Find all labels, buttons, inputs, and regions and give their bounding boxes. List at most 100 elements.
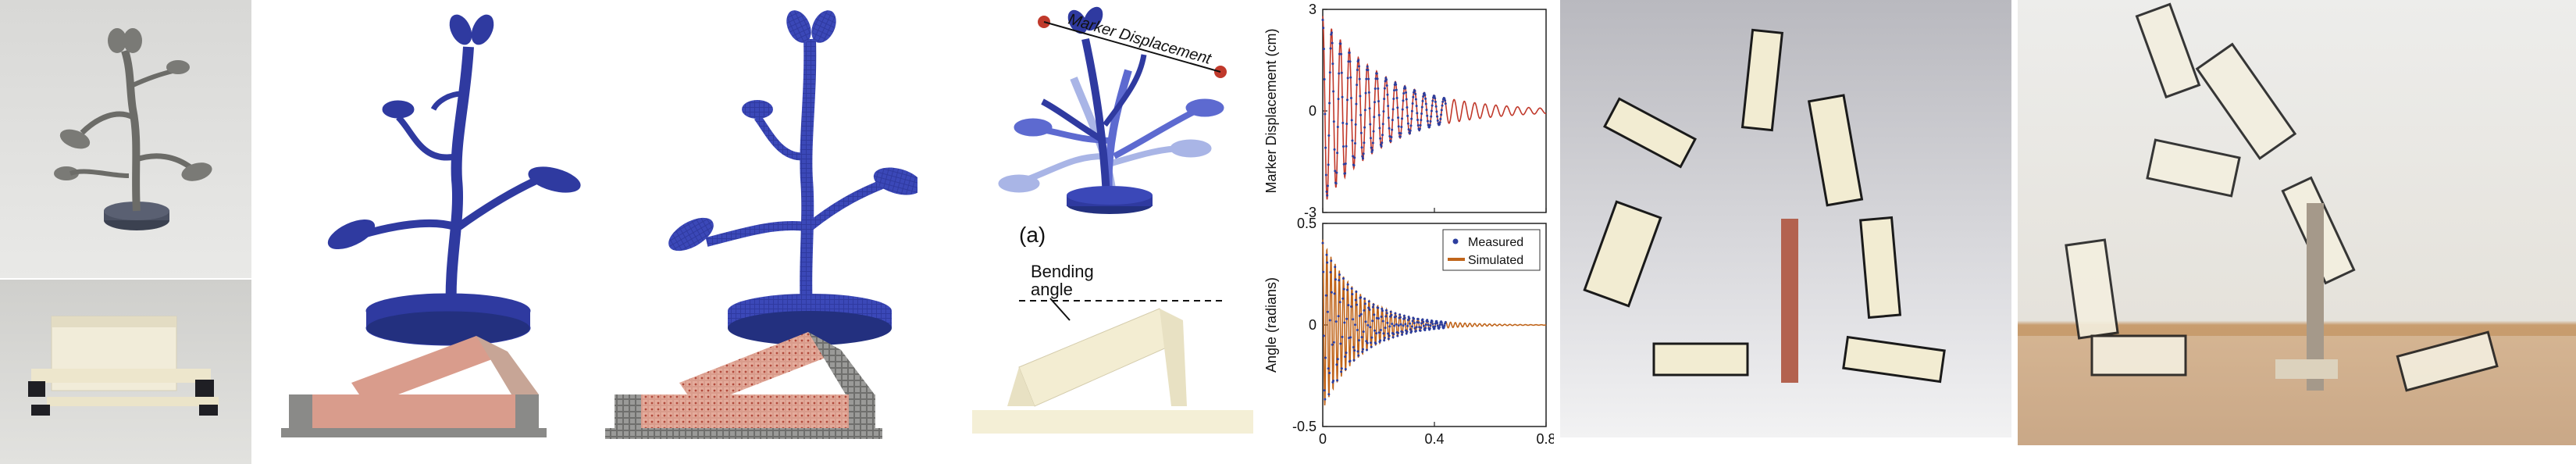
- measured-point: [1395, 83, 1398, 86]
- measured-point: [1345, 352, 1348, 355]
- measured-point: [1388, 127, 1391, 130]
- measured-point: [1357, 339, 1360, 342]
- measured-point: [1381, 123, 1384, 126]
- photo-falling-mechanisms: [2018, 0, 2576, 445]
- measured-point: [1402, 99, 1405, 102]
- measured-point: [1443, 324, 1446, 327]
- measured-point: [1331, 41, 1334, 45]
- measured-point: [1429, 324, 1432, 327]
- measured-point: [1332, 90, 1335, 93]
- measured-point: [1332, 341, 1335, 344]
- measured-point: [1350, 287, 1353, 290]
- measured-point: [1441, 100, 1445, 103]
- measured-point: [1430, 115, 1433, 118]
- ytick-label-0-0: 3: [1309, 2, 1317, 17]
- measured-point: [1324, 398, 1327, 401]
- measured-point: [1339, 42, 1342, 45]
- measured-point: [1398, 313, 1402, 316]
- panel-label-a: (a): [1019, 223, 1046, 247]
- plant-photo: [54, 28, 212, 230]
- measured-point: [1373, 116, 1376, 119]
- measured-point: [1398, 131, 1401, 134]
- measured-point: [1330, 291, 1333, 294]
- measured-point: [1359, 296, 1363, 299]
- measured-point: [1349, 336, 1352, 339]
- measured-point: [1377, 317, 1380, 320]
- measured-point: [1384, 315, 1388, 318]
- measured-point: [1375, 332, 1378, 335]
- measured-point: [1352, 318, 1355, 321]
- measured-point: [1348, 52, 1351, 55]
- measured-point: [1388, 334, 1391, 337]
- measured-point: [1370, 336, 1374, 339]
- measured-point: [1409, 131, 1412, 134]
- measured-point: [1367, 91, 1370, 94]
- render-falling-mechanisms: [1560, 0, 2011, 437]
- measured-point: [1434, 325, 1437, 328]
- photo-mechanism-items: [2065, 2, 2499, 392]
- measured-point: [1391, 336, 1395, 339]
- measured-point: [1383, 87, 1386, 90]
- ytick-label-1-2: -0.5: [1292, 419, 1317, 434]
- measured-point: [1372, 130, 1375, 133]
- ytick-label-0-2: -3: [1304, 205, 1317, 220]
- measured-point: [1322, 334, 1325, 337]
- measured-point: [1431, 104, 1434, 107]
- measured-point: [1332, 120, 1335, 123]
- measured-point: [1327, 163, 1330, 166]
- measured-point: [1369, 326, 1372, 329]
- legend-box: [1442, 229, 1541, 271]
- measured-point: [1438, 326, 1441, 329]
- measured-point: [1403, 316, 1406, 319]
- measured-point: [1398, 316, 1402, 319]
- wood-pillar: [2307, 203, 2324, 391]
- measured-point: [1422, 95, 1425, 98]
- measured-point: [1402, 91, 1406, 95]
- measured-point: [1324, 146, 1327, 149]
- measured-point: [1413, 317, 1416, 320]
- measured-point: [1344, 162, 1347, 166]
- measured-point: [1421, 99, 1424, 102]
- measured-point: [1375, 72, 1378, 75]
- measured-point: [1324, 173, 1327, 177]
- measured-point: [1410, 117, 1413, 120]
- measured-point: [1398, 135, 1402, 138]
- measured-point: [1340, 52, 1343, 55]
- measured-point: [1363, 302, 1366, 305]
- measured-point: [1328, 71, 1331, 74]
- measured-point: [1366, 323, 1370, 327]
- measured-point: [1397, 324, 1400, 327]
- measured-point: [1361, 350, 1364, 353]
- xtick-label-1-2: 0.8: [1536, 431, 1554, 447]
- measured-point: [1352, 346, 1355, 349]
- measured-point: [1414, 98, 1417, 101]
- measured-point: [1411, 102, 1414, 105]
- measured-point: [1364, 320, 1367, 323]
- measured-point: [1428, 126, 1431, 129]
- measured-point: [1322, 270, 1325, 273]
- measured-point: [1433, 95, 1436, 98]
- measured-point: [1421, 318, 1424, 321]
- bending-label-line2: angle: [1031, 280, 1073, 299]
- bending-label-line1: Bending: [1031, 262, 1094, 281]
- measured-point: [1404, 87, 1407, 90]
- falling-mechanism-items: [1583, 28, 1946, 384]
- legend-label-simulated: Simulated: [1468, 254, 1523, 267]
- photo-plant-and-mechanism: [0, 0, 251, 464]
- measured-point: [1326, 310, 1329, 313]
- measured-point: [1356, 350, 1359, 353]
- measured-point: [1395, 88, 1398, 91]
- measured-point: [1423, 94, 1427, 97]
- measured-point: [1402, 314, 1406, 317]
- measured-point: [1410, 109, 1413, 112]
- measured-point: [1436, 115, 1439, 118]
- measured-point: [1332, 379, 1335, 382]
- measured-point: [1397, 116, 1400, 120]
- measured-point: [1359, 131, 1363, 134]
- measured-point: [1367, 77, 1370, 80]
- measured-point: [1416, 112, 1419, 115]
- measured-point: [1423, 329, 1427, 332]
- measured-point: [1345, 317, 1349, 320]
- measured-point: [1406, 122, 1409, 125]
- measured-point: [1323, 389, 1326, 392]
